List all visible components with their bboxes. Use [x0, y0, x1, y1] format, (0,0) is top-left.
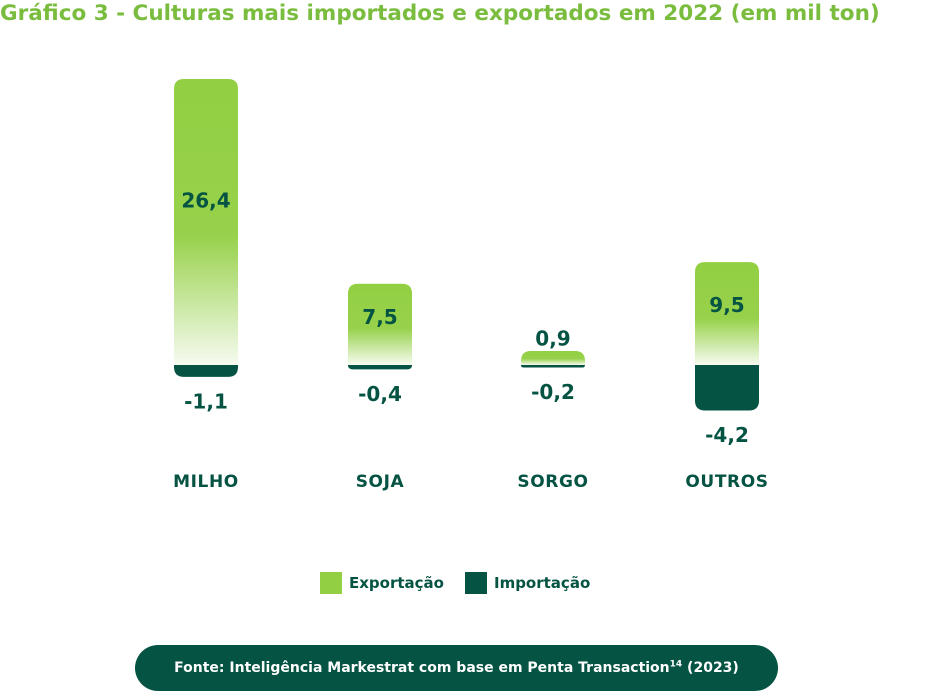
bar-chart: 26,4 -1,1 MILHO 7,5 -0,4 SOJA 0,9 -0,2 SORGO 9,5 -…: [173, 79, 768, 492]
export-bar-soja: [348, 283, 412, 365]
export-value-label-sorgo: 0,9: [535, 327, 570, 351]
export-value-label-outros: 9,5: [709, 293, 744, 317]
import-value-label-outros: -4,2: [705, 423, 749, 447]
chart-title: Gráfico 3 - Culturas mais importados e e…: [0, 1, 880, 26]
import-value-label-sorgo: -0,2: [531, 380, 575, 404]
legend-label-exportacao: Exportação: [349, 574, 444, 592]
category-label-soja: SOJA: [356, 472, 405, 492]
legend-swatch-importacao: [464, 572, 487, 594]
source-main-text: Fonte: Inteligência Markestrat com base …: [174, 660, 670, 676]
chart-legend: Exportação Importação: [320, 572, 611, 594]
import-value-label-milho: -1,1: [184, 389, 228, 413]
source-badge: Fonte: Inteligência Markestrat com base …: [135, 645, 778, 691]
import-bar-soja: [348, 365, 412, 370]
source-suffix: (2023): [682, 660, 739, 676]
export-value-label-milho: 26,4: [181, 188, 230, 212]
legend-item-importacao: Importação: [464, 572, 591, 594]
import-value-label-soja: -0,4: [358, 382, 402, 406]
category-label-outros: OUTROS: [685, 472, 768, 492]
export-bar-sorgo: [521, 351, 585, 365]
legend-swatch-exportacao: [320, 572, 342, 594]
export-bar-outros: [695, 262, 759, 365]
import-bar-outros: [695, 365, 759, 411]
export-value-label-soja: 7,5: [362, 305, 397, 329]
legend-item-exportacao: Exportação: [320, 572, 444, 594]
import-bar-milho: [174, 365, 238, 377]
source-text: Fonte: Inteligência Markestrat com base …: [174, 660, 739, 676]
category-label-sorgo: SORGO: [517, 472, 588, 492]
export-bar-milho: [174, 79, 238, 365]
import-bar-sorgo: [521, 365, 585, 368]
legend-label-importacao: Importação: [493, 574, 591, 592]
source-superscript: 14: [669, 659, 683, 670]
category-label-milho: MILHO: [173, 472, 239, 492]
